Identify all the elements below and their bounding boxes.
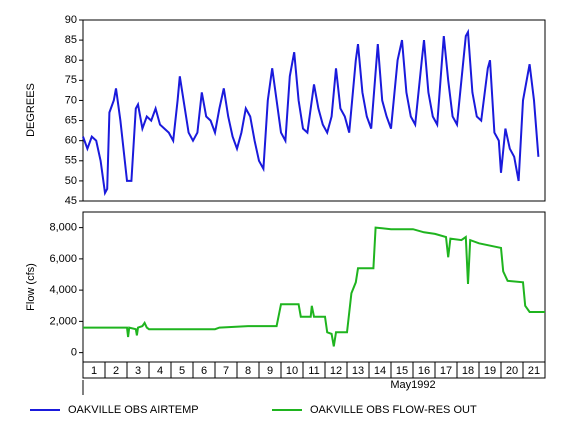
y-tick-label: 65 bbox=[65, 114, 77, 126]
x-tick-label: 11 bbox=[308, 365, 319, 377]
y-tick-label: 8,000 bbox=[49, 222, 77, 234]
y-label: Flow (cfs) bbox=[25, 263, 37, 311]
x-tick-label: 12 bbox=[330, 365, 342, 377]
x-tick-label: 6 bbox=[201, 365, 207, 377]
x-tick-label: 15 bbox=[396, 365, 408, 377]
y-tick-label: 0 bbox=[71, 347, 77, 359]
y-tick-label: 55 bbox=[65, 155, 77, 167]
x-tick-label: 21 bbox=[528, 365, 540, 377]
y-tick-label: 90 bbox=[65, 14, 77, 26]
x-tick-label: 1 bbox=[91, 365, 97, 377]
x-tick-label: 20 bbox=[506, 365, 518, 377]
x-tick-label: 3 bbox=[135, 365, 141, 377]
y-tick-label: 85 bbox=[65, 34, 77, 46]
x-tick-label: 19 bbox=[484, 365, 496, 377]
x-tick-label: 14 bbox=[374, 365, 386, 377]
x-tick-label: 7 bbox=[223, 365, 229, 377]
day-band bbox=[82, 361, 546, 379]
x-tick-label: 2 bbox=[113, 365, 119, 377]
y-tick-label: 60 bbox=[65, 135, 77, 147]
y-tick-label: 6,000 bbox=[49, 253, 77, 265]
y-label: DEGREES bbox=[25, 83, 37, 137]
series-line bbox=[83, 226, 545, 347]
y-tick-label: 4,000 bbox=[49, 284, 77, 296]
series-line bbox=[82, 28, 540, 197]
x-tick-label: 13 bbox=[352, 365, 364, 377]
y-tick-label: 75 bbox=[65, 74, 77, 86]
x-tick-label: 5 bbox=[179, 365, 185, 377]
bottom-frame bbox=[82, 211, 546, 363]
legend-label: OAKVILLE OBS FLOW-RES OUT bbox=[310, 404, 477, 416]
y-tick-label: 45 bbox=[65, 195, 77, 207]
x-tick-label: 17 bbox=[440, 365, 452, 377]
x-tick-label: 16 bbox=[418, 365, 430, 377]
x-label: May1992 bbox=[390, 379, 435, 391]
y-tick-label: 80 bbox=[65, 54, 77, 66]
x-tick-label: 9 bbox=[267, 365, 273, 377]
x-tick-label: 8 bbox=[245, 365, 251, 377]
y-tick-label: 70 bbox=[65, 94, 77, 106]
y-tick-label: 50 bbox=[65, 175, 77, 187]
x-tick-label: 4 bbox=[157, 365, 163, 377]
top-frame bbox=[82, 19, 546, 202]
legend-label: OAKVILLE OBS AIRTEMP bbox=[68, 404, 199, 416]
x-tick-label: 10 bbox=[286, 365, 298, 377]
y-tick-label: 2,000 bbox=[49, 315, 77, 327]
x-tick-label: 18 bbox=[462, 365, 474, 377]
